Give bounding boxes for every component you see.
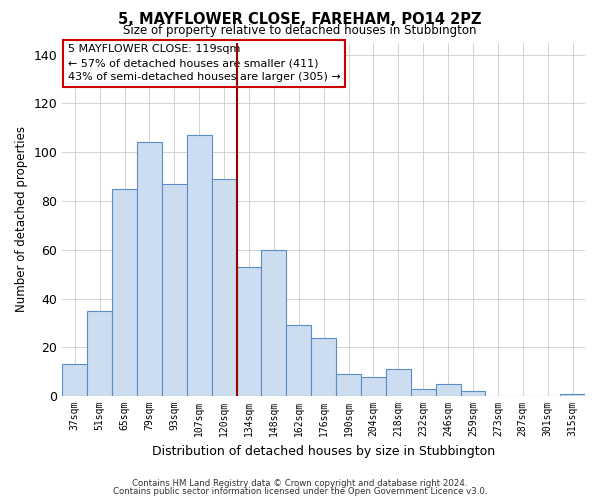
Bar bbox=[436, 384, 461, 396]
Bar bbox=[286, 326, 311, 396]
Bar bbox=[386, 369, 411, 396]
Y-axis label: Number of detached properties: Number of detached properties bbox=[15, 126, 28, 312]
Bar bbox=[336, 374, 361, 396]
Bar bbox=[311, 338, 336, 396]
Text: Contains HM Land Registry data © Crown copyright and database right 2024.: Contains HM Land Registry data © Crown c… bbox=[132, 478, 468, 488]
X-axis label: Distribution of detached houses by size in Stubbington: Distribution of detached houses by size … bbox=[152, 444, 495, 458]
Bar bbox=[112, 189, 137, 396]
Bar bbox=[461, 391, 485, 396]
Bar bbox=[411, 388, 436, 396]
Bar bbox=[236, 267, 262, 396]
Text: 5, MAYFLOWER CLOSE, FAREHAM, PO14 2PZ: 5, MAYFLOWER CLOSE, FAREHAM, PO14 2PZ bbox=[118, 12, 482, 28]
Bar bbox=[162, 184, 187, 396]
Bar bbox=[87, 310, 112, 396]
Bar bbox=[62, 364, 87, 396]
Text: 5 MAYFLOWER CLOSE: 119sqm
← 57% of detached houses are smaller (411)
43% of semi: 5 MAYFLOWER CLOSE: 119sqm ← 57% of detac… bbox=[68, 44, 340, 82]
Bar bbox=[361, 376, 386, 396]
Bar bbox=[560, 394, 585, 396]
Text: Contains public sector information licensed under the Open Government Licence v3: Contains public sector information licen… bbox=[113, 487, 487, 496]
Bar bbox=[262, 250, 286, 396]
Text: Size of property relative to detached houses in Stubbington: Size of property relative to detached ho… bbox=[123, 24, 477, 37]
Bar bbox=[187, 135, 212, 396]
Bar bbox=[212, 179, 236, 396]
Bar bbox=[137, 142, 162, 396]
